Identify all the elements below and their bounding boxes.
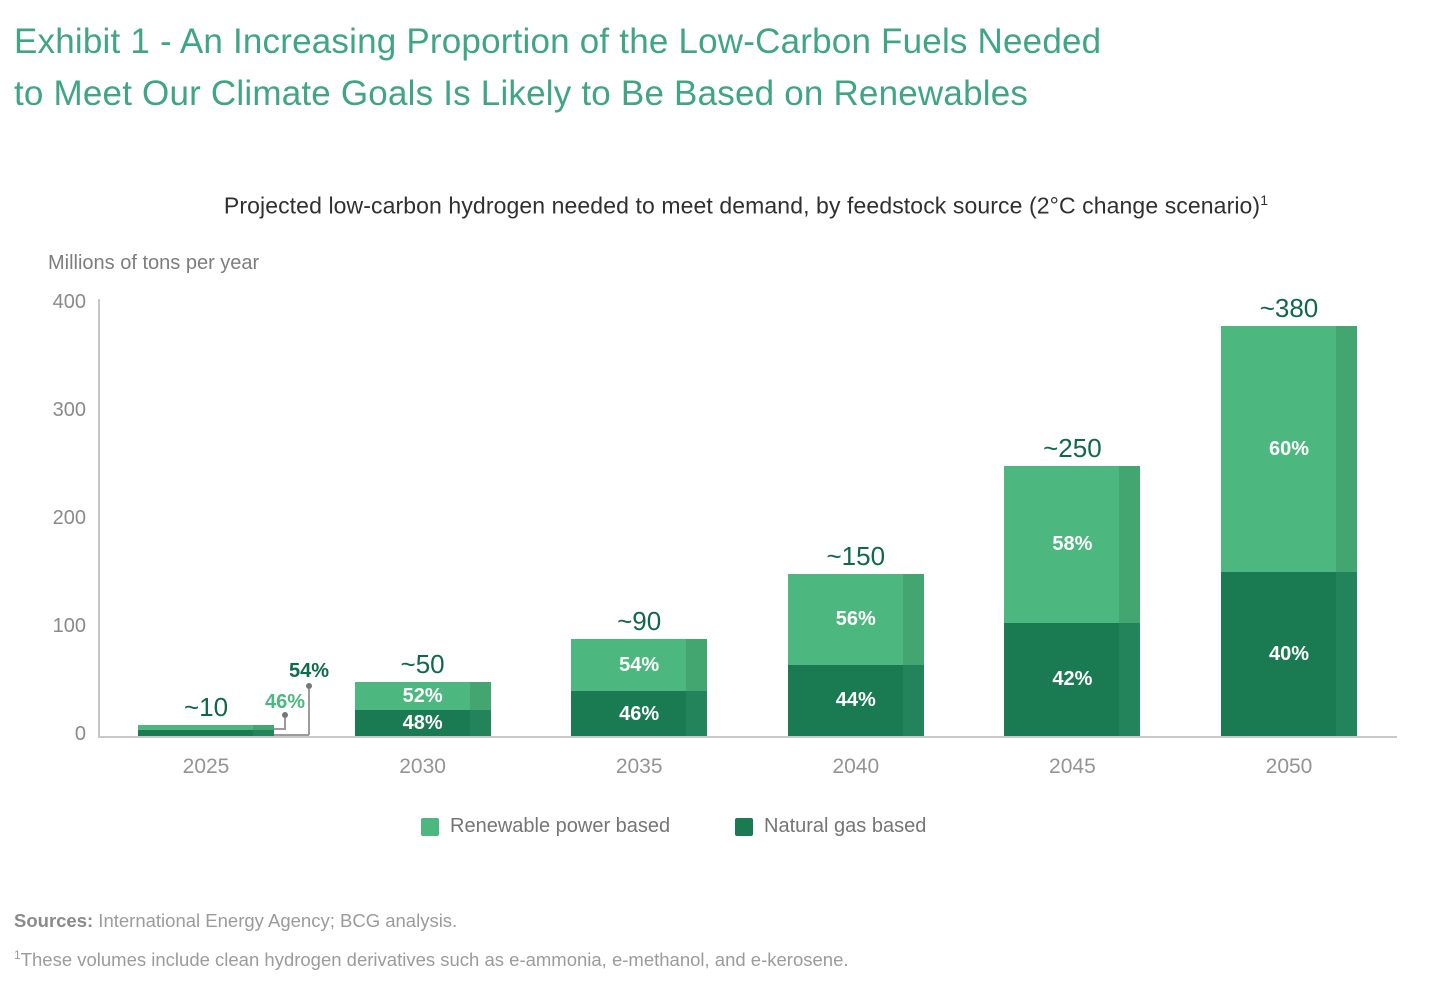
x-axis-line [98, 736, 1397, 738]
bar-segment-renewable-2030 [354, 682, 491, 711]
legend-label-renewable: Renewable power based [450, 815, 671, 837]
callout-label-renewable: 46% [264, 691, 306, 713]
bar-pct-label-natural-gas-2050: 40% [1268, 642, 1310, 665]
bar-pct-label-renewable-2035: 54% [619, 654, 660, 677]
footnote-line: 1These volumes include clean hydrogen de… [14, 948, 849, 971]
bar-pct-label-renewable-2030: 52% [402, 685, 443, 708]
y-axis-tick-label: 200 [52, 507, 86, 529]
legend-item-natural-gas: Natural gas based [735, 815, 926, 838]
footnote-marker: 1 [14, 948, 21, 962]
x-axis-label-2045: 2045 [1049, 755, 1096, 778]
bar-side-shade-natural-gas [902, 664, 924, 736]
bar-side-shade-renewable [902, 574, 924, 665]
bar-segment-natural-gas-2050 [1221, 571, 1357, 736]
callout-connector-renewable [284, 718, 286, 730]
bar-total-label-2045: ~250 [1043, 433, 1102, 463]
y-axis-tick-label: 100 [52, 615, 86, 637]
chart-subtitle-text: Projected low-carbon hydrogen needed to … [223, 192, 1261, 219]
callout-dot-renewable [281, 712, 288, 718]
bar-segment-renewable-2045 [1004, 466, 1141, 623]
bar-total-label-2035: ~90 [617, 605, 662, 636]
bar-segment-renewable-2035 [571, 638, 708, 692]
y-axis-tick-label: 300 [52, 399, 86, 421]
y-axis-line [98, 299, 100, 736]
legend-label-natural-gas: Natural gas based [764, 815, 927, 837]
footnote-text: These volumes include clean hydrogen der… [20, 949, 849, 971]
bar-pct-label-natural-gas-2040: 44% [835, 689, 876, 712]
bar-side-shade-renewable [1336, 325, 1357, 572]
bar-side-shade-natural-gas [1119, 622, 1141, 736]
exhibit-title-line1: Exhibit 1 - An Increasing Proportion of … [14, 22, 1102, 61]
callout-connector-natural-gas [274, 734, 309, 736]
bar-side-shade-natural-gas [469, 710, 491, 736]
callout-label-natural-gas: 54% [288, 660, 330, 682]
sources-label: Sources: [14, 910, 94, 931]
callout-connector-renewable [274, 728, 285, 730]
legend-swatch-renewable [421, 817, 439, 836]
bar-segment-renewable-2040 [787, 574, 924, 665]
sources-line: Sources: International Energy Agency; BC… [14, 910, 457, 932]
bar-total-label-2025: ~10 [183, 692, 229, 723]
bar-total-label-2050: ~380 [1259, 292, 1319, 323]
bar-pct-label-renewable-2040: 56% [835, 608, 876, 631]
legend-item-renewable: Renewable power based [421, 815, 670, 838]
bar-pct-label-natural-gas-2030: 48% [402, 712, 443, 735]
bar-side-shade-natural-gas [1336, 571, 1357, 736]
exhibit-title-line2: to Meet Our Climate Goals Is Likely to B… [14, 74, 1029, 113]
x-axis-label-2025: 2025 [182, 755, 230, 778]
bar-segment-natural-gas-2030 [354, 710, 491, 736]
legend-swatch-natural-gas [735, 817, 753, 836]
callout-dot-natural-gas [305, 683, 312, 689]
bar-side-shade-natural-gas [686, 691, 708, 736]
bar-segment-natural-gas-2035 [571, 691, 708, 736]
exhibit-title: Exhibit 1 - An Increasing Proportion of … [14, 16, 1101, 120]
x-axis-label-2040: 2040 [832, 755, 880, 778]
y-axis-unit-label: Millions of tons per year [48, 252, 260, 274]
bar-total-label-2030: ~50 [400, 649, 445, 679]
bar-segment-renewable-2025 [138, 725, 274, 731]
x-axis-label-2030: 2030 [399, 755, 446, 778]
bar-side-shade-renewable [1119, 466, 1141, 623]
y-axis-tick-label: 400 [52, 291, 86, 313]
sources-text: International Energy Agency; BCG analysi… [93, 910, 458, 931]
x-axis-label-2050: 2050 [1265, 755, 1313, 778]
bar-side-shade-natural-gas [253, 730, 274, 736]
callout-connector-natural-gas [308, 689, 310, 735]
bar-pct-label-renewable-2050: 60% [1268, 437, 1310, 460]
bar-segment-natural-gas-2025 [138, 730, 274, 736]
bar-segment-natural-gas-2045 [1004, 622, 1141, 736]
bar-pct-label-renewable-2045: 58% [1052, 533, 1093, 556]
chart-subtitle: Projected low-carbon hydrogen needed to … [98, 192, 1394, 220]
bar-segment-renewable-2050 [1221, 325, 1357, 572]
chart-subtitle-footnote-marker: 1 [1260, 192, 1269, 208]
y-axis-tick-label: 0 [74, 723, 86, 745]
bar-pct-label-natural-gas-2035: 46% [619, 702, 660, 725]
bar-side-shade-renewable [686, 638, 708, 692]
bar-side-shade-renewable [253, 725, 274, 731]
bar-total-label-2040: ~150 [826, 541, 886, 571]
bar-pct-label-natural-gas-2045: 42% [1052, 668, 1093, 691]
bar-side-shade-renewable [469, 682, 491, 711]
bar-segment-natural-gas-2040 [787, 664, 924, 736]
x-axis-label-2035: 2035 [615, 755, 663, 778]
